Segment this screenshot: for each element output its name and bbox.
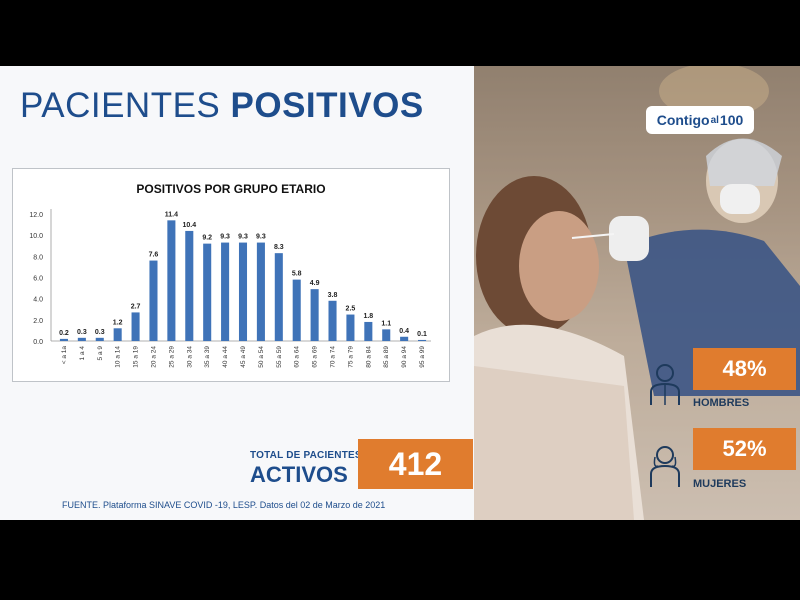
category-label: 65 a 69 [312, 346, 319, 368]
total-label-small: TOTAL DE PACIENTES [250, 450, 362, 461]
bar [292, 279, 301, 341]
bar [167, 220, 176, 341]
data-label: 9.3 [238, 234, 248, 241]
data-label: 3.8 [328, 292, 338, 299]
data-label: 0.3 [95, 329, 105, 336]
y-tick-label: 0.0 [33, 339, 43, 346]
bar [418, 339, 427, 341]
category-label: 60 a 64 [294, 346, 301, 368]
y-tick-label: 10.0 [29, 233, 43, 240]
category-label: 95 a 99 [419, 346, 426, 368]
women-label: MUJERES [693, 478, 747, 490]
data-label: 1.2 [113, 319, 123, 326]
women-percent-box: 52% [693, 428, 796, 470]
data-label: 0.4 [399, 328, 409, 335]
category-label: 45 a 49 [240, 346, 247, 368]
data-label: 9.3 [220, 234, 230, 241]
data-label: 2.7 [131, 303, 141, 310]
bar [77, 337, 86, 341]
bar [328, 300, 337, 341]
category-label: 40 a 44 [222, 346, 229, 368]
data-label: 0.3 [77, 329, 87, 336]
bar [113, 328, 122, 341]
bar [203, 243, 212, 341]
total-label-big: ACTIVOS [250, 462, 348, 487]
data-label: 1.1 [381, 320, 391, 327]
bar [274, 253, 283, 341]
category-label: 75 a 79 [347, 346, 354, 368]
page-title: PACIENTES POSITIVOS [20, 86, 424, 126]
data-label: 0.2 [59, 330, 69, 337]
data-label: 2.5 [346, 306, 356, 313]
title-bold: POSITIVOS [230, 86, 424, 125]
category-label: 15 a 19 [133, 346, 140, 368]
category-label: 30 a 34 [186, 346, 193, 368]
contigo-logo: Contigo al 100 [646, 106, 754, 134]
total-value-box: 412 [358, 439, 473, 489]
left-panel: PACIENTES POSITIVOS POSITIVOS POR GRUPO … [0, 66, 474, 520]
title-light: PACIENTES [20, 86, 221, 125]
bar [185, 230, 194, 341]
data-label: 0.1 [417, 331, 427, 338]
bar [400, 336, 409, 341]
bar [59, 338, 68, 341]
bar [364, 321, 373, 341]
data-label: 10.4 [182, 222, 196, 229]
category-label: < a 1a [61, 346, 68, 365]
category-label: 50 a 54 [258, 346, 265, 368]
bar [95, 337, 104, 341]
category-label: 80 a 84 [365, 346, 372, 368]
men-percent-box: 48% [693, 348, 796, 390]
bar [131, 312, 140, 341]
woman-icon [650, 446, 680, 487]
chart-title: POSITIVOS POR GRUPO ETARIO [136, 182, 325, 196]
data-label: 5.8 [292, 271, 302, 278]
bar [256, 242, 265, 341]
category-label: 1 a 4 [79, 346, 86, 361]
swab-test-photo [474, 66, 800, 520]
category-label: 20 a 24 [150, 346, 157, 368]
category-label: 35 a 39 [204, 346, 211, 368]
men-label: HOMBRES [693, 397, 750, 409]
bar [221, 242, 230, 341]
logo-part2: al [710, 114, 719, 126]
data-label: 7.6 [149, 252, 159, 259]
slide: PACIENTES POSITIVOS POSITIVOS POR GRUPO … [0, 66, 800, 520]
data-label: 11.4 [165, 211, 178, 218]
y-tick-label: 6.0 [33, 276, 43, 283]
chart-container: POSITIVOS POR GRUPO ETARIO 0.0 2.0 4.0 6.0 8.… [12, 168, 450, 382]
source-note: FUENTE. Plataforma SINAVE COVID -19, LES… [62, 500, 386, 510]
data-label: 9.3 [256, 234, 266, 241]
data-label: 1.8 [363, 313, 373, 320]
category-label: 85 a 89 [383, 346, 390, 368]
category-label: 55 a 59 [276, 346, 283, 368]
y-tick-label: 8.0 [33, 254, 43, 261]
bar-chart: POSITIVOS POR GRUPO ETARIO 0.0 2.0 4.0 6.0 8.… [29, 182, 431, 368]
bar [346, 314, 355, 341]
category-label: 25 a 29 [168, 346, 175, 368]
bar [310, 289, 319, 341]
y-tick-label: 12.0 [29, 212, 43, 219]
category-label: 70 a 74 [330, 346, 337, 368]
data-label: 8.3 [274, 244, 284, 251]
bar [382, 329, 391, 341]
y-tick-label: 4.0 [33, 297, 43, 304]
bar [149, 260, 158, 341]
man-icon [650, 364, 680, 405]
logo-part1: Contigo [656, 112, 710, 128]
y-tick-label: 2.0 [33, 318, 43, 325]
photo-panel [474, 66, 800, 520]
category-label: 10 a 14 [115, 346, 122, 368]
data-label: 9.2 [202, 235, 212, 242]
category-label: 90 a 94 [401, 346, 408, 368]
logo-part3: 100 [719, 112, 744, 128]
bar [238, 242, 248, 341]
data-label: 4.9 [310, 280, 320, 287]
total-label: TOTAL DE PACIENTES ACTIVOS [250, 450, 362, 488]
category-label: 5 a 9 [97, 346, 104, 361]
